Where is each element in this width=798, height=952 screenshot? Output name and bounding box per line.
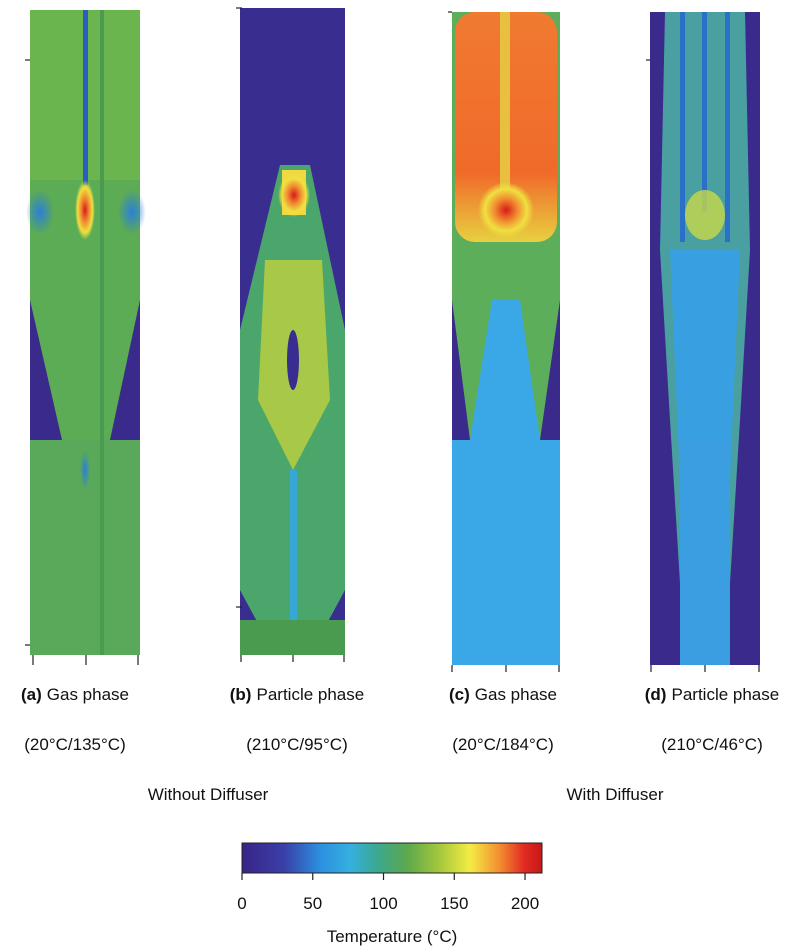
panel-caption: (c) Gas phase [449,685,557,704]
panel-title: Particle phase [256,685,364,704]
panel-range: (20°C/135°C) [24,735,125,754]
colorbar-tick-label: 50 [303,894,322,913]
colorbar-tick-label: 150 [440,894,468,913]
colorbar-label: Temperature (°C) [327,927,458,946]
panel-d-image [650,12,760,665]
panel-title: Gas phase [475,685,557,704]
colorbar-tick-label: 100 [369,894,397,913]
group-label: With Diffuser [567,785,664,804]
group-label: Without Diffuser [148,785,269,804]
panel-b-image [240,8,345,655]
colorbar-tick-label: 0 [237,894,246,913]
panel-c-image [452,12,560,665]
panel-label: (d) [645,685,667,704]
panel-title: Particle phase [671,685,779,704]
panel-range: (210°C/95°C) [246,735,347,754]
panel-caption: (a) Gas phase [21,685,129,704]
panel-caption: (d)Particle phase [645,685,779,704]
panel-label: (a) [21,685,42,704]
panel-a-image [26,10,146,655]
colorbar [242,843,542,873]
panel-label: (c) [449,685,470,704]
panel-range: (20°C/184°C) [452,735,553,754]
figure: Temperature (°C) Without Diffuser With D… [0,0,798,952]
panel-caption: (b)Particle phase [230,685,364,704]
panel-label: (b) [230,685,252,704]
panel-title: Gas phase [47,685,129,704]
panel-range: (210°C/46°C) [661,735,762,754]
colorbar-tick-label: 200 [511,894,539,913]
